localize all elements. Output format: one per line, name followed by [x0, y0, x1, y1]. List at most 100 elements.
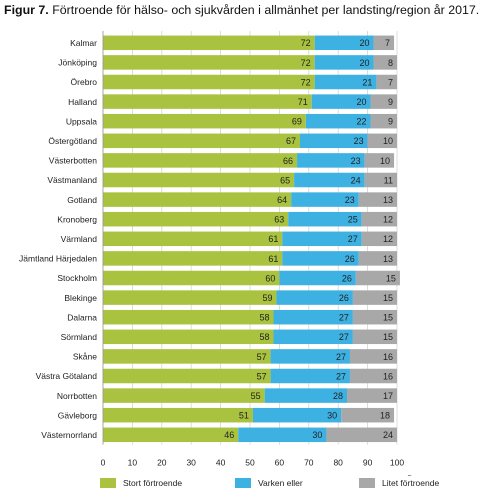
bar-segment-litet-fortroende [373, 35, 395, 51]
data-label: 61 [268, 234, 278, 244]
data-label: 57 [257, 371, 267, 381]
data-label: 27 [339, 313, 349, 323]
data-label: 20 [359, 58, 369, 68]
bar-segment-litet-fortroende [358, 251, 397, 266]
x-tick-label: 90 [363, 458, 373, 468]
legend-item-varken-eller: Varken eller [235, 478, 303, 488]
data-label: 13 [383, 254, 393, 264]
legend-label: Stort förtroende [123, 478, 183, 488]
data-label: 69 [292, 117, 302, 127]
category-label: Kronoberg [57, 214, 97, 224]
legend-swatch [100, 478, 116, 488]
data-label: 23 [351, 156, 361, 166]
data-label: 60 [265, 273, 275, 283]
x-tick-label: 60 [275, 458, 285, 468]
bar-segment-varken-eller [273, 309, 353, 325]
data-label: 22 [357, 117, 367, 127]
data-label: 59 [262, 293, 272, 303]
bar-segment-varken-eller [279, 270, 356, 286]
bar-segment-litet-fortroende [370, 94, 397, 109]
chart-title: Figur 7. Förtroende för hälso- och sjukv… [4, 3, 479, 17]
data-label: 58 [260, 332, 270, 342]
bar-segment-litet-fortroende [364, 153, 395, 168]
bar-segment-varken-eller [270, 368, 350, 384]
bar-segment-litet-fortroende [367, 133, 397, 149]
data-label: 72 [301, 38, 311, 48]
data-label: 61 [268, 254, 278, 264]
bar-segment-stort-fortroende [103, 74, 315, 90]
bar-segment-stort-fortroende [103, 113, 306, 129]
x-tick-label: 50 [245, 458, 255, 468]
bar-segment-stort-fortroende [103, 35, 315, 51]
x-tick-label: 20 [157, 458, 167, 468]
data-label: 20 [359, 38, 369, 48]
data-label: 20 [357, 97, 367, 107]
legend-swatch [359, 478, 375, 488]
data-label: 27 [336, 371, 346, 381]
x-tick-label: 40 [216, 458, 226, 468]
bar-segment-varken-eller [252, 407, 342, 423]
category-label: Jämtland Härjedalen [19, 254, 97, 264]
bar-segment-varken-eller [273, 329, 353, 345]
bar-segment-litet-fortroende [352, 329, 397, 345]
data-label: 9 [388, 117, 393, 127]
data-label: 26 [342, 273, 352, 283]
data-label: 26 [339, 293, 349, 303]
data-label: 64 [277, 195, 287, 205]
data-label: 58 [260, 313, 270, 323]
bar-segment-litet-fortroende [361, 211, 397, 227]
data-label: 72 [301, 77, 311, 87]
bar-segment-litet-fortroende [370, 113, 397, 129]
data-label: 67 [286, 136, 296, 146]
category-label: Gävleborg [58, 410, 97, 420]
bar-segment-litet-fortroende [352, 290, 397, 305]
bar-segment-litet-fortroende [352, 309, 397, 325]
bar-segment-stort-fortroende [103, 427, 239, 443]
data-label: 23 [354, 136, 364, 146]
category-label: Jönköping [58, 58, 97, 68]
x-tick-label: 10 [128, 458, 138, 468]
x-tick-label: 30 [186, 458, 196, 468]
bar-segment-varken-eller [305, 113, 371, 129]
bar-segment-stort-fortroende [103, 290, 277, 305]
data-label: 12 [383, 234, 393, 244]
category-label: Västerbotten [49, 156, 97, 166]
data-label: 27 [339, 332, 349, 342]
category-label: Halland [68, 97, 97, 107]
bar-segment-stort-fortroende [103, 251, 283, 266]
data-label: 21 [362, 77, 372, 87]
bar-segment-varken-eller [297, 153, 365, 168]
chart-legend: Stort förtroende Varken eller Litet förtro… [100, 478, 440, 490]
data-label: 66 [283, 156, 293, 166]
data-label: 7 [385, 38, 390, 48]
data-label: 9 [388, 97, 393, 107]
legend-label: Varken eller [258, 478, 303, 488]
category-label: Västmanland [47, 175, 97, 185]
category-label: Dalarna [67, 312, 97, 322]
data-label: 7 [388, 77, 393, 87]
bar-segment-litet-fortroende [358, 192, 397, 207]
data-label: 17 [383, 391, 393, 401]
data-label: 30 [327, 411, 337, 421]
data-label: 24 [383, 430, 393, 440]
bar-segment-varken-eller [314, 55, 374, 70]
data-label: 30 [312, 430, 322, 440]
category-label: Skåne [73, 352, 97, 362]
bar-segment-stort-fortroende [103, 172, 295, 188]
x-tick-label: 80 [333, 458, 343, 468]
x-axis-label: Procent [407, 475, 435, 476]
bar-segment-litet-fortroende [376, 74, 397, 90]
category-label: Blekinge [64, 293, 97, 303]
bar-segment-varken-eller [270, 349, 350, 364]
data-label: 16 [383, 352, 393, 362]
bar-segment-varken-eller [294, 172, 365, 188]
data-label: 25 [348, 215, 358, 225]
data-label: 28 [333, 391, 343, 401]
data-label: 51 [239, 411, 249, 421]
bar-segment-varken-eller [288, 211, 362, 227]
data-label: 8 [388, 58, 393, 68]
data-label: 12 [383, 215, 393, 225]
data-label: 27 [348, 234, 358, 244]
